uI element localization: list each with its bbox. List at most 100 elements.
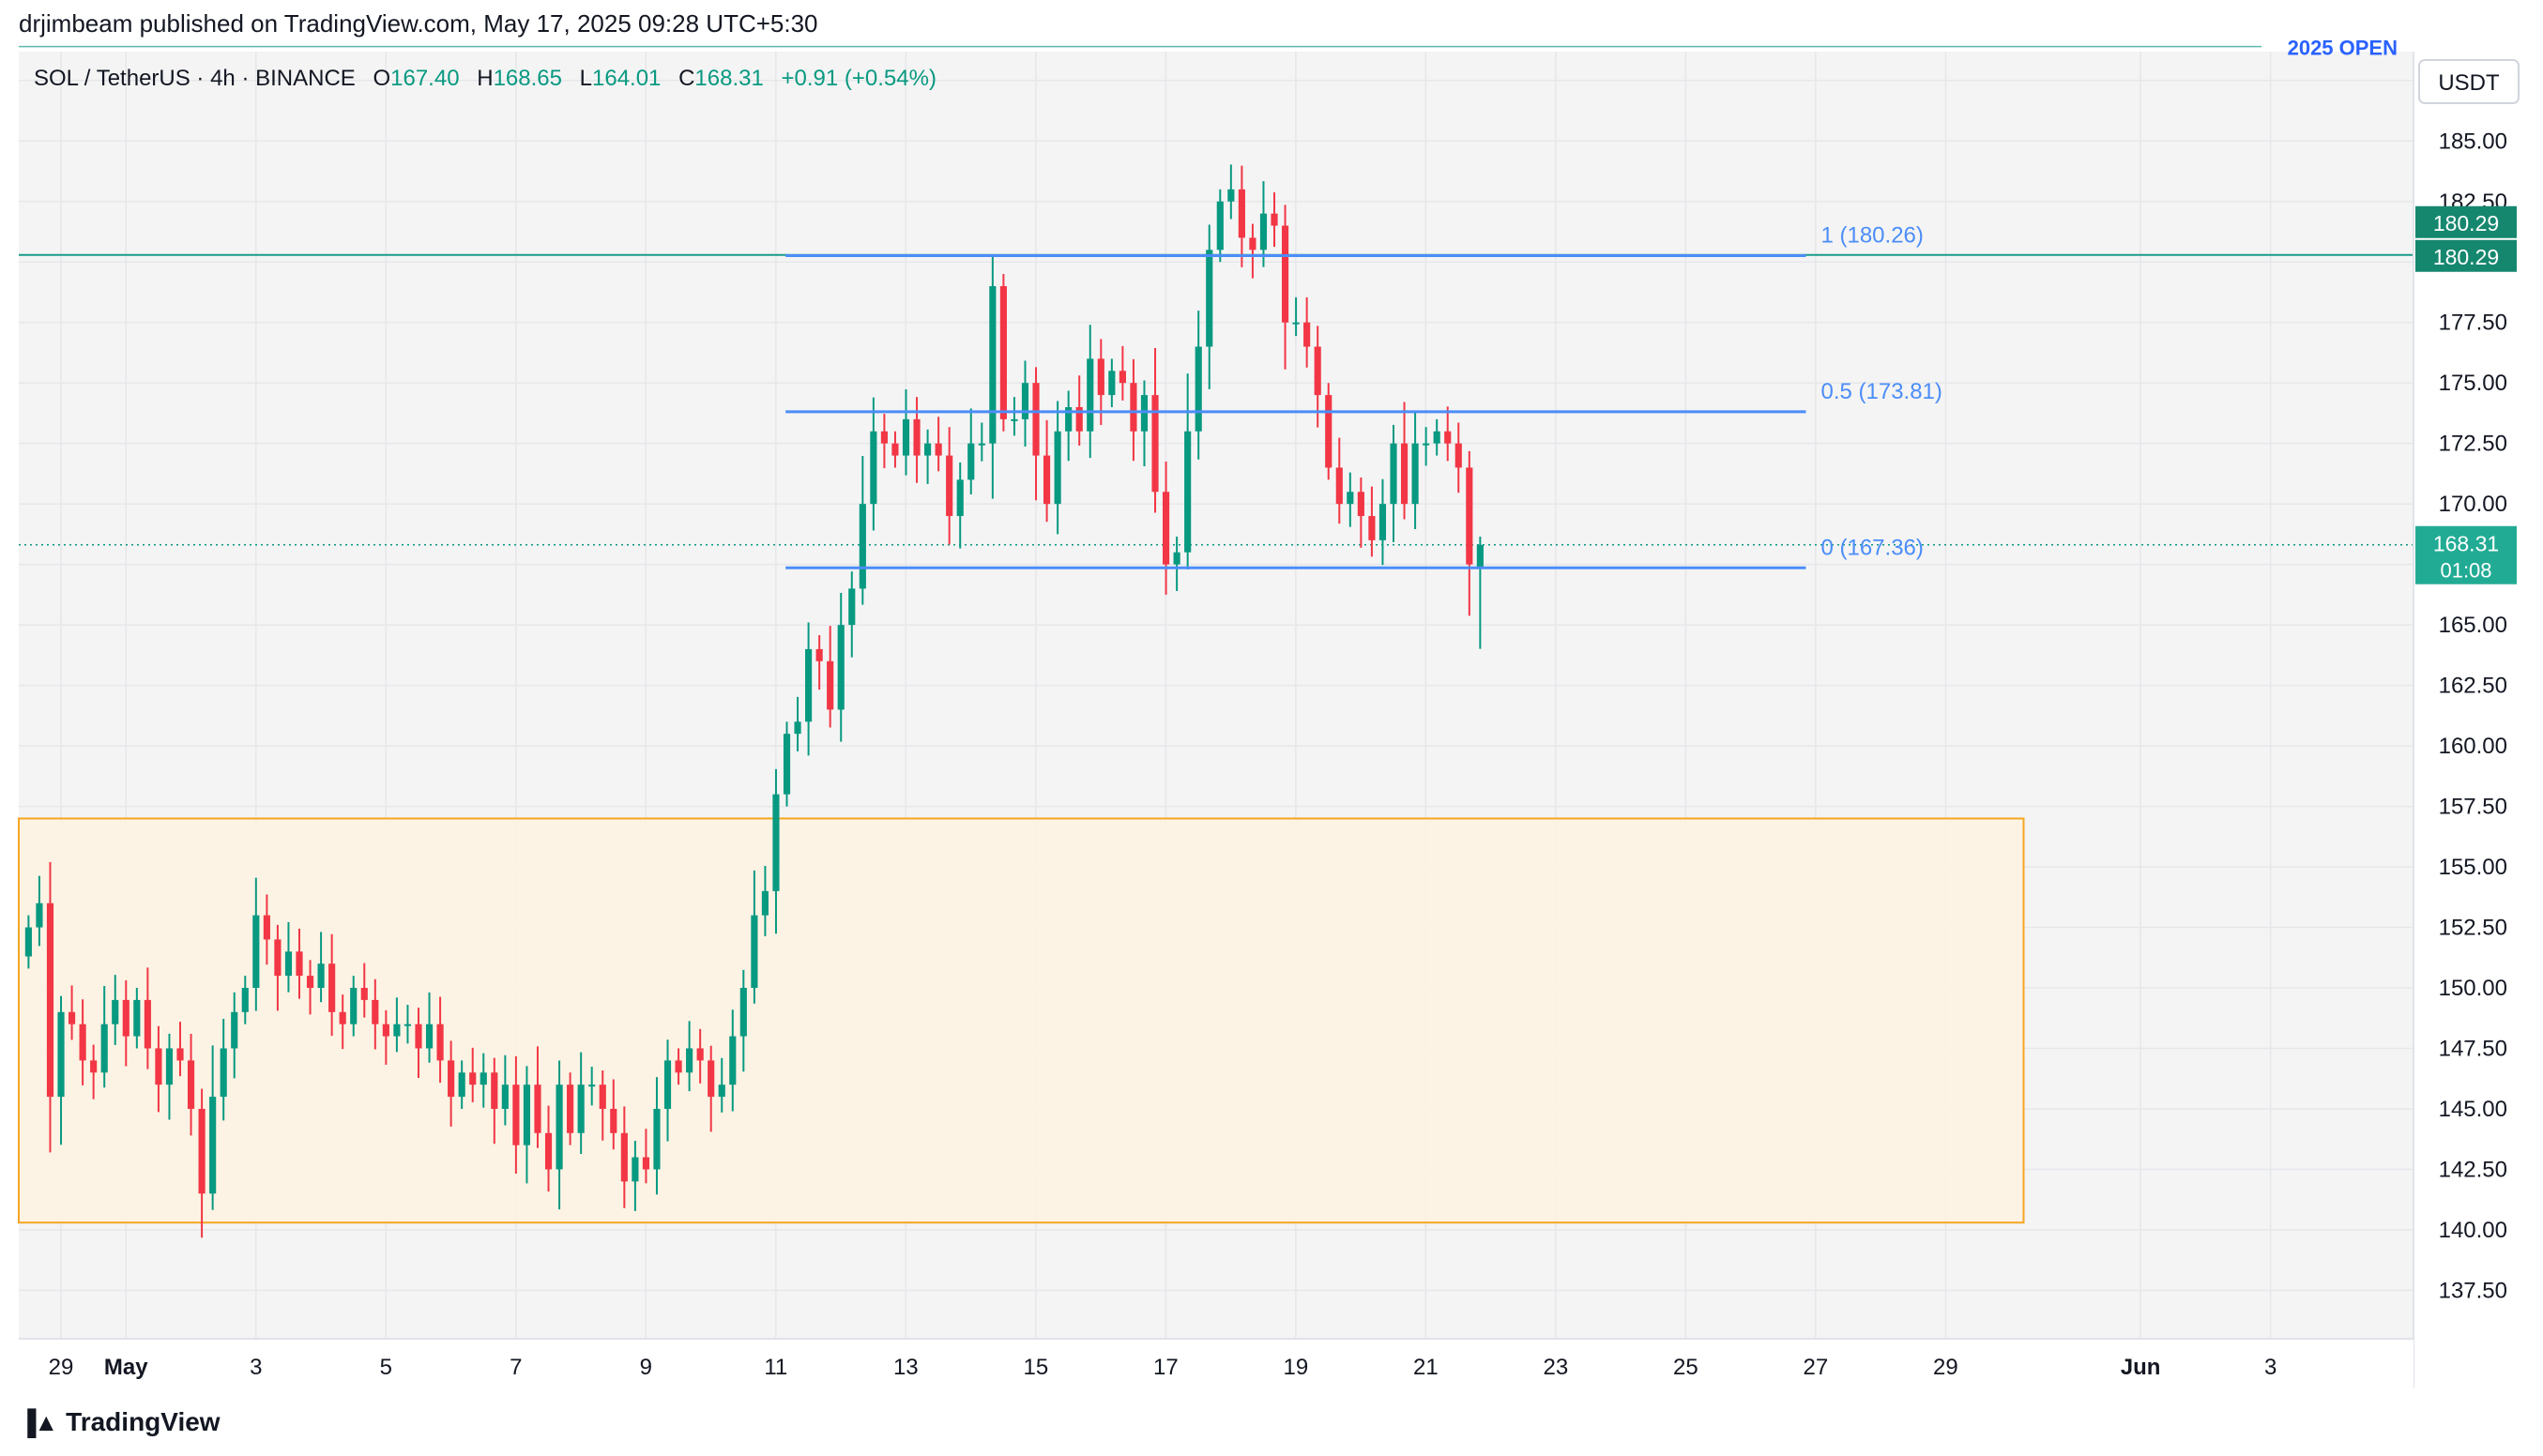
candle[interactable] — [317, 932, 325, 1003]
candle[interactable] — [761, 866, 769, 936]
fib-retracement[interactable]: 1 (180.26) 0.5 (173.81) 0 (167.36) — [785, 223, 1942, 569]
candle[interactable] — [1466, 450, 1473, 616]
candle[interactable] — [696, 1028, 704, 1084]
candle[interactable] — [1400, 402, 1409, 520]
candle[interactable] — [284, 921, 293, 993]
candle[interactable] — [1140, 380, 1149, 467]
candle[interactable] — [252, 877, 260, 1011]
candle[interactable] — [68, 985, 76, 1040]
candle[interactable] — [783, 721, 791, 807]
tradingview-logo[interactable]: ▐▲ TradingView — [19, 1407, 221, 1437]
candle[interactable] — [360, 963, 368, 1018]
candle[interactable] — [209, 1045, 217, 1210]
candle[interactable] — [1281, 205, 1289, 370]
candle[interactable] — [1162, 462, 1170, 595]
candle[interactable] — [220, 1019, 227, 1121]
candle[interactable] — [122, 979, 129, 1067]
candle[interactable] — [924, 429, 932, 484]
candle[interactable] — [1390, 424, 1397, 542]
candle[interactable] — [469, 1047, 477, 1102]
candle[interactable] — [198, 1088, 206, 1238]
candle[interactable] — [588, 1067, 596, 1106]
candle[interactable] — [1444, 406, 1452, 462]
candle[interactable] — [241, 976, 249, 1024]
candle[interactable] — [1054, 401, 1061, 535]
candle[interactable] — [675, 1048, 682, 1085]
candle[interactable] — [1347, 472, 1354, 527]
candle[interactable] — [155, 1025, 162, 1113]
candle[interactable] — [544, 1105, 553, 1192]
candle[interactable] — [1021, 360, 1029, 447]
candle[interactable] — [100, 985, 108, 1088]
candle[interactable] — [1378, 478, 1387, 566]
candle[interactable] — [1433, 418, 1440, 456]
candle[interactable] — [1227, 164, 1235, 220]
candle[interactable] — [165, 1033, 174, 1120]
candle[interactable] — [891, 431, 899, 468]
candle[interactable] — [36, 875, 43, 947]
candle[interactable] — [1303, 296, 1311, 368]
candle[interactable] — [1411, 411, 1419, 529]
currency-button[interactable] — [2418, 59, 2520, 104]
candle[interactable] — [24, 915, 32, 969]
candle[interactable] — [978, 422, 985, 462]
candle[interactable] — [999, 274, 1007, 432]
candle[interactable] — [512, 1055, 520, 1174]
candle[interactable] — [90, 1044, 98, 1100]
candle[interactable] — [350, 976, 358, 1037]
candle[interactable] — [946, 427, 953, 545]
candle[interactable] — [1292, 296, 1300, 337]
candle[interactable] — [480, 1053, 487, 1108]
candle[interactable] — [1454, 422, 1462, 493]
candle[interactable] — [501, 1054, 509, 1126]
candle[interactable] — [729, 1009, 737, 1112]
candle[interactable] — [805, 622, 813, 756]
candle[interactable] — [751, 870, 758, 1004]
candle[interactable] — [1271, 192, 1278, 248]
candle[interactable] — [491, 1057, 498, 1145]
candle[interactable] — [231, 992, 238, 1079]
candle[interactable] — [956, 463, 964, 549]
candle[interactable] — [1087, 325, 1094, 459]
candle[interactable] — [523, 1066, 531, 1184]
candle[interactable] — [1151, 348, 1159, 513]
candle[interactable] — [610, 1079, 617, 1150]
candle[interactable] — [534, 1046, 541, 1148]
candle[interactable] — [708, 1045, 715, 1132]
candle[interactable] — [1476, 536, 1484, 649]
candle[interactable] — [1195, 311, 1202, 460]
candle[interactable] — [827, 626, 834, 728]
demand-zone-box[interactable] — [18, 817, 2025, 1224]
candle[interactable] — [1184, 373, 1192, 570]
candle[interactable] — [1238, 165, 1245, 267]
candle[interactable] — [567, 1072, 574, 1145]
candle[interactable] — [1119, 345, 1126, 401]
candle[interactable] — [1130, 358, 1137, 462]
candle[interactable] — [1032, 367, 1040, 501]
candle[interactable] — [415, 1008, 422, 1078]
candle[interactable] — [425, 992, 434, 1063]
candle[interactable] — [663, 1039, 672, 1142]
candle[interactable] — [686, 1021, 693, 1092]
candle[interactable] — [870, 397, 877, 531]
candle[interactable] — [1357, 478, 1364, 548]
candle[interactable] — [967, 408, 975, 494]
candle[interactable] — [112, 975, 119, 1045]
candle[interactable] — [296, 928, 303, 999]
candle[interactable] — [1423, 427, 1430, 466]
candle[interactable] — [144, 967, 151, 1069]
candle[interactable] — [599, 1069, 606, 1141]
candle[interactable] — [1259, 181, 1268, 267]
candle[interactable] — [458, 1060, 465, 1109]
candle[interactable] — [1043, 419, 1051, 523]
candle[interactable] — [577, 1052, 585, 1154]
candle[interactable] — [79, 999, 86, 1085]
candle[interactable] — [46, 861, 54, 1153]
candle[interactable] — [880, 414, 888, 469]
candle[interactable] — [859, 455, 866, 605]
candle[interactable] — [653, 1077, 661, 1195]
candle[interactable] — [1325, 383, 1332, 480]
candle[interactable] — [263, 894, 270, 965]
candle[interactable] — [1216, 189, 1224, 263]
